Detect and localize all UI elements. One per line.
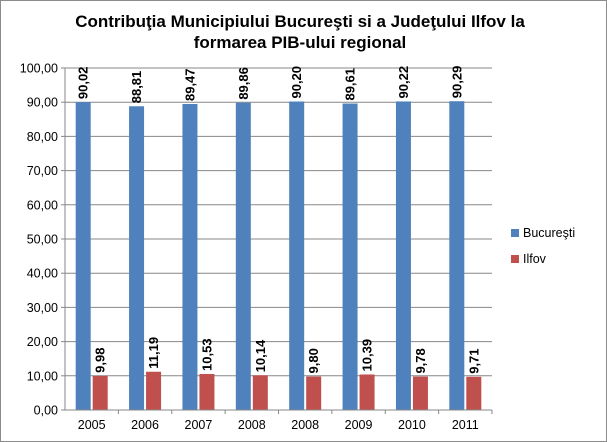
y-tick-label: 50,00 (27, 233, 58, 247)
bars (75, 101, 482, 411)
data-label: 10,53 (199, 338, 214, 371)
data-label: 89,47 (182, 68, 197, 101)
data-label: 9,98 (93, 348, 108, 373)
data-label: 89,61 (343, 68, 358, 101)
data-label: 89,86 (236, 67, 251, 100)
y-tick-label: 10,00 (27, 369, 58, 383)
bar-ilfov (412, 376, 428, 410)
x-tick-label: 2011 (452, 418, 479, 432)
data-label: 10,39 (360, 339, 375, 372)
legend: Bucureşti Ilfov (511, 226, 575, 266)
data-label: 90,02 (76, 67, 91, 100)
bar-ilfov (252, 375, 268, 410)
chart-title-line-1: Contribuţia Municipiului Bucureşti si a … (75, 12, 525, 31)
bar-bucuresti (75, 102, 91, 411)
x-tick-label: 2008 (291, 418, 319, 432)
axes: 0,00 10,00 20,00 30,00 40,00 50,00 60,00 70,00 8… (20, 62, 493, 432)
data-label: 90,29 (449, 66, 464, 99)
y-tick-label: 60,00 (27, 198, 58, 212)
data-labels: 90,02 9,98 88,81 11,19 89,47 10,53 89,86 10,14 9… (76, 66, 482, 374)
bar-bucuresti (129, 106, 145, 410)
bar-ilfov (306, 376, 322, 410)
bar-bucuresti (235, 102, 251, 410)
x-tick-label: 2010 (398, 418, 426, 432)
legend-label-bucuresti: Bucureşti (523, 226, 575, 240)
x-tick-label: 2009 (345, 418, 373, 432)
x-tick-label: 2007 (185, 418, 213, 432)
y-tick-label: 70,00 (27, 164, 58, 178)
y-tick-label: 0,00 (34, 404, 58, 418)
data-label: 9,71 (466, 348, 481, 373)
data-label: 88,81 (129, 71, 144, 104)
y-tick-label: 100,00 (20, 62, 58, 76)
data-label: 90,20 (289, 66, 304, 99)
data-label: 11,19 (146, 337, 161, 369)
data-label: 90,22 (396, 66, 411, 99)
gridlines (65, 67, 492, 377)
bar-ilfov (146, 371, 162, 410)
chart-title-line-2: formarea PIB-ului regional (194, 33, 407, 52)
y-tick-label: 90,00 (27, 96, 58, 110)
bar-ilfov (359, 374, 375, 410)
x-tick-label: 2008 (238, 418, 266, 432)
bar-bucuresti (395, 101, 411, 410)
y-tick-label: 80,00 (27, 130, 58, 144)
bar-bucuresti (289, 101, 305, 411)
bar-bucuresti (182, 104, 198, 410)
y-tick-label: 30,00 (27, 301, 58, 315)
legend-swatch-ilfov (511, 255, 519, 263)
x-tick-label: 2006 (131, 418, 159, 432)
bar-bucuresti (449, 101, 465, 411)
legend-swatch-bucuresti (511, 229, 519, 237)
data-label: 9,78 (413, 348, 428, 373)
x-tick-label: 2005 (78, 418, 106, 432)
legend-label-ilfov: Ilfov (523, 252, 547, 266)
data-label: 9,80 (306, 348, 321, 373)
bar-ilfov (92, 375, 108, 410)
bar-bucuresti (342, 103, 358, 410)
y-tick-label: 20,00 (27, 335, 58, 349)
y-tick-label: 40,00 (27, 267, 58, 281)
data-label: 10,14 (253, 339, 268, 372)
bar-ilfov (466, 376, 482, 410)
bar-ilfov (199, 373, 215, 410)
